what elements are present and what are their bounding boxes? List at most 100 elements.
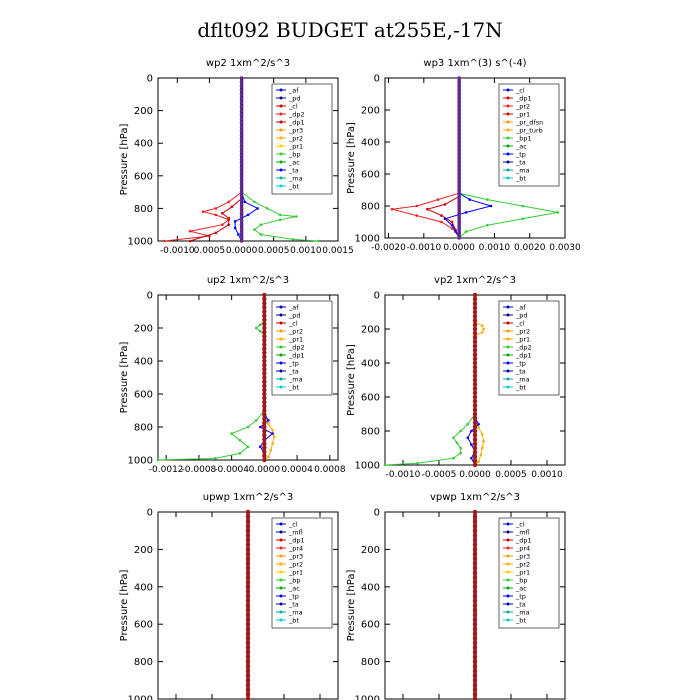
y-tick-label: 0 xyxy=(374,74,380,85)
legend-marker xyxy=(279,377,283,381)
legend-label: _dp2 xyxy=(515,343,532,351)
zero-profile-marker xyxy=(457,96,461,100)
legend-marker xyxy=(506,144,510,148)
y-tick-label: 1000 xyxy=(355,695,380,700)
zero-profile-marker xyxy=(245,696,251,700)
y-tick-label: 1000 xyxy=(128,237,153,248)
zero-profile-marker xyxy=(457,224,461,228)
zero-profile-marker xyxy=(472,335,478,340)
data-point xyxy=(156,458,160,462)
data-point xyxy=(480,446,484,450)
legend-label: _pr2 xyxy=(288,327,303,335)
legend-label: _pr1 xyxy=(515,110,530,118)
legend-marker xyxy=(506,112,510,116)
zero-profile-marker xyxy=(245,584,251,589)
zero-profile-marker xyxy=(472,390,478,395)
data-point xyxy=(450,227,454,230)
zero-profile-marker xyxy=(472,292,478,298)
y-tick-label: 800 xyxy=(134,657,153,668)
zero-profile-marker xyxy=(239,129,244,133)
data-point xyxy=(233,220,237,223)
legend-label: _pr_turb xyxy=(515,126,543,134)
zero-profile-marker xyxy=(239,165,244,170)
data-point xyxy=(258,425,262,429)
zero-profile-marker xyxy=(457,220,461,224)
zero-profile-marker xyxy=(457,124,461,128)
y-tick-label: 400 xyxy=(134,582,153,593)
data-point xyxy=(201,210,205,213)
zero-profile-marker xyxy=(457,112,461,116)
y-tick-label: 0 xyxy=(147,508,153,519)
legend-label: _bt xyxy=(288,182,299,190)
zero-profile-marker xyxy=(239,194,244,198)
legend-marker xyxy=(506,329,510,333)
legend-marker xyxy=(279,112,283,116)
y-tick-label: 400 xyxy=(361,359,380,370)
data-point xyxy=(278,218,282,222)
zero-profile-marker xyxy=(457,168,461,172)
zero-profile-marker xyxy=(262,313,267,318)
legend-label: _bt xyxy=(515,383,526,391)
x-tick-label: -0.0008 xyxy=(182,465,217,475)
plot-frame xyxy=(157,294,339,461)
zero-profile-marker xyxy=(239,182,244,186)
zero-profile-marker xyxy=(239,169,244,174)
chart-panel-6: vpwp 1xm^2/s^3 Pressure [hPa] 0 200 400 600 80… xyxy=(346,492,566,700)
zero-profile-marker xyxy=(262,453,267,459)
data-point xyxy=(291,238,295,241)
legend-label: _pr1 xyxy=(288,142,303,150)
zero-profile-marker xyxy=(472,399,478,404)
data-point xyxy=(220,223,224,226)
legend-marker xyxy=(279,610,283,614)
legend-label: _ta xyxy=(288,367,299,375)
legend-marker xyxy=(279,345,283,349)
zero-profile-marker xyxy=(262,437,267,442)
data-point xyxy=(477,460,480,463)
x-tick-label: 0.0000 xyxy=(226,246,258,256)
zero-profile-marker xyxy=(262,321,267,327)
chart-title: upwp 1xm^2/s^3 xyxy=(203,492,293,503)
zero-profile-marker xyxy=(262,433,267,438)
legend-label: _dp1 xyxy=(515,536,532,544)
zero-profile-marker xyxy=(245,509,251,515)
zero-profile-marker xyxy=(457,216,461,220)
legend-marker xyxy=(279,570,283,574)
zero-profile-marker xyxy=(245,533,251,538)
zero-profile-marker xyxy=(472,537,478,543)
zero-profile-marker xyxy=(262,400,267,405)
legend-marker xyxy=(279,522,283,526)
zero-profile-marker xyxy=(245,528,251,533)
series-line-dp1 xyxy=(189,198,242,242)
x-tick-label: -0.0005 xyxy=(422,470,457,480)
zero-profile-marker xyxy=(472,301,478,306)
zero-profile-marker xyxy=(457,108,461,112)
legend-marker xyxy=(279,313,283,317)
data-point xyxy=(415,214,419,217)
zero-profile-marker xyxy=(245,607,251,613)
zero-profile-marker xyxy=(239,80,244,84)
data-point xyxy=(246,425,250,429)
data-point xyxy=(230,432,233,435)
x-tick-label: -0.0010 xyxy=(386,470,421,480)
zero-profile-marker xyxy=(472,403,478,408)
legend-marker xyxy=(279,184,283,188)
zero-profile-marker xyxy=(472,696,478,700)
zero-profile-marker xyxy=(472,561,478,566)
legend-label: _ma xyxy=(515,166,530,174)
zero-profile-marker xyxy=(457,212,461,216)
legend-marker xyxy=(506,168,510,172)
legend-label: _dp1 xyxy=(515,94,532,102)
x-tick-label: -0.0020 xyxy=(371,243,406,253)
y-tick-label: 0 xyxy=(374,508,380,519)
zero-profile-marker xyxy=(245,659,251,664)
zero-profile-marker xyxy=(457,88,461,92)
y-tick-label: 800 xyxy=(361,427,380,438)
data-point xyxy=(233,226,237,230)
zero-profile-marker xyxy=(472,533,478,538)
zero-profile-marker xyxy=(239,137,244,141)
zero-profile-marker xyxy=(239,153,244,158)
legend-marker xyxy=(279,546,283,550)
zero-profile-marker xyxy=(245,593,251,599)
zero-profile-marker xyxy=(262,391,267,397)
series-line-dp2 xyxy=(164,191,242,242)
